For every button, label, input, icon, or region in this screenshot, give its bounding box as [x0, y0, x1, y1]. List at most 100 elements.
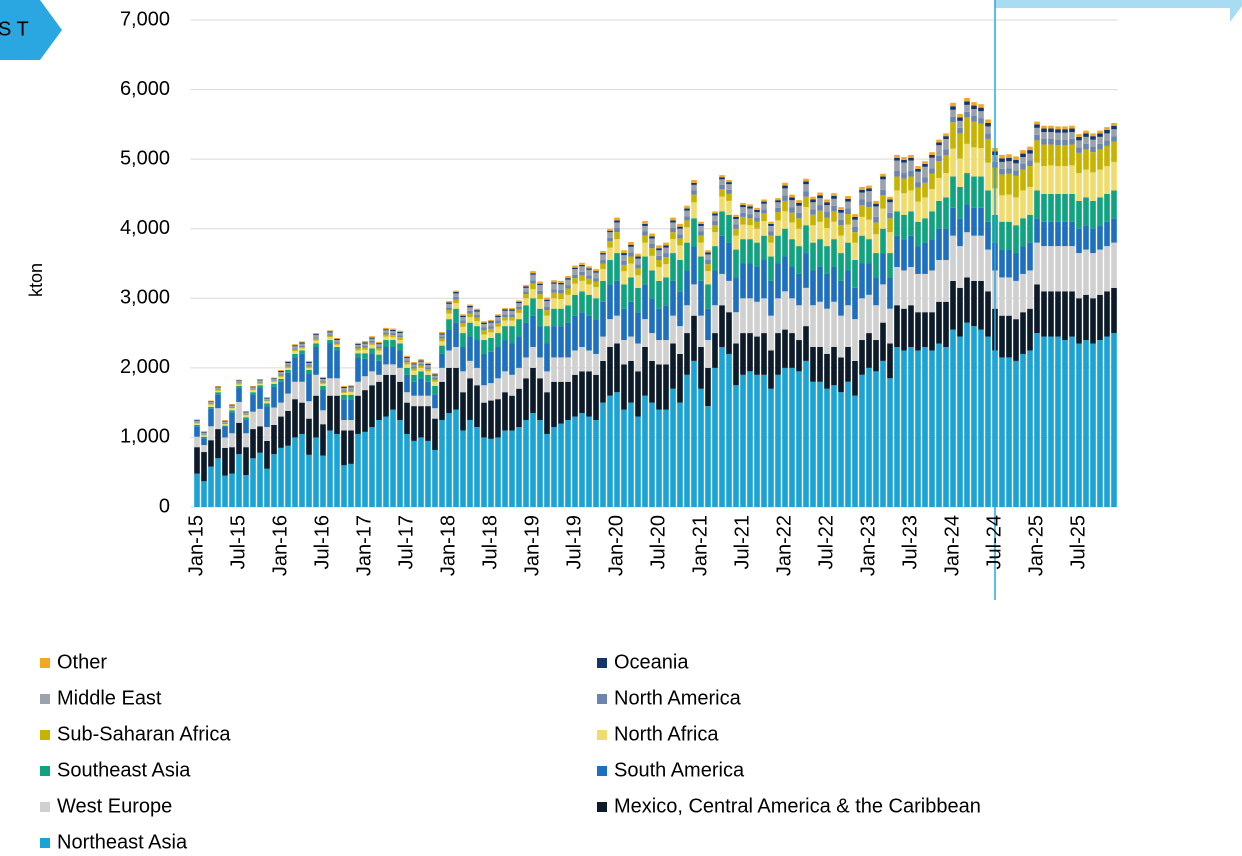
- legend-label: Mexico, Central America & the Caribbean: [614, 795, 981, 817]
- bar-segment: [649, 236, 655, 239]
- bar-segment: [334, 344, 340, 347]
- bar-segment: [362, 349, 368, 354]
- bar-segment: [782, 256, 788, 292]
- bar-segment: [369, 426, 375, 507]
- bar-segment: [586, 350, 592, 372]
- bar-segment: [495, 326, 501, 334]
- bar-segment: [327, 337, 333, 341]
- bar-segment: [985, 122, 991, 127]
- bar-segment: [915, 182, 921, 188]
- bar-segment: [411, 361, 417, 364]
- bar-segment: [852, 395, 858, 507]
- x-tick-label: Jul-25: [1067, 515, 1089, 569]
- bar-segment: [1048, 193, 1054, 222]
- bar-segment: [299, 346, 305, 349]
- bar-segment: [467, 305, 473, 308]
- bar-segment: [292, 381, 298, 400]
- bar-segment: [579, 262, 585, 265]
- bar-segment: [495, 378, 501, 400]
- bar-segment: [677, 234, 683, 239]
- bar-segment: [943, 260, 949, 302]
- bar-segment: [754, 209, 760, 213]
- bar-segment: [782, 188, 788, 196]
- bar-segment: [390, 330, 396, 334]
- bar-segment: [880, 228, 886, 254]
- bar-segment: [537, 308, 543, 327]
- bar-segment: [208, 403, 214, 405]
- bar-segment: [768, 235, 774, 243]
- bar-segment: [586, 278, 592, 285]
- bar-segment: [383, 346, 389, 365]
- bar-segment: [943, 138, 949, 150]
- bar-segment: [677, 226, 683, 229]
- bar-segment: [670, 315, 676, 344]
- bar-segment: [999, 315, 1005, 358]
- bar-segment: [978, 118, 984, 124]
- bar-segment: [1083, 294, 1089, 341]
- bar-segment: [677, 402, 683, 507]
- bar-segment: [894, 235, 900, 267]
- bar-segment: [355, 346, 361, 349]
- bar-segment: [194, 424, 200, 427]
- bar-segment: [201, 431, 207, 433]
- bar-segment: [194, 422, 200, 424]
- bar-segment: [383, 364, 389, 375]
- bar-segment: [747, 239, 753, 264]
- bar-segment: [439, 333, 445, 335]
- bar-segment: [327, 340, 333, 344]
- bar-segment: [649, 244, 655, 249]
- bar-segment: [551, 283, 557, 290]
- bar-segment: [292, 349, 298, 352]
- bar-segment: [222, 447, 228, 476]
- bar-segment: [817, 301, 823, 347]
- bar-segment: [824, 388, 830, 507]
- bar-segment: [306, 367, 312, 370]
- bar-segment: [614, 315, 620, 344]
- bar-segment: [1083, 340, 1089, 507]
- bar-segment: [747, 214, 753, 219]
- bar-segment: [838, 315, 844, 358]
- bar-segment: [278, 372, 284, 375]
- bar-segment: [250, 429, 256, 459]
- bar-segment: [656, 266, 662, 281]
- bar-segment: [593, 269, 599, 272]
- bar-segment: [236, 383, 242, 385]
- legend-label: Southeast Asia: [57, 759, 191, 781]
- bar-segment: [306, 360, 312, 362]
- bar-segment: [530, 273, 536, 275]
- bar-segment: [929, 312, 935, 351]
- bar-segment: [1069, 221, 1075, 247]
- bar-segment: [852, 214, 858, 217]
- bar-segment: [887, 277, 893, 309]
- bar-segment: [635, 371, 641, 417]
- bar-segment: [1041, 193, 1047, 222]
- bar-segment: [194, 447, 200, 474]
- bar-segment: [425, 364, 431, 366]
- bar-segment: [817, 195, 823, 199]
- bar-segment: [1034, 121, 1040, 125]
- bar-segment: [964, 111, 970, 118]
- bar-segment: [236, 382, 242, 384]
- bar-segment: [1020, 190, 1026, 219]
- bar-segment: [957, 133, 963, 159]
- bar-segment: [642, 346, 648, 396]
- bar-segment: [285, 365, 291, 367]
- bar-segment: [908, 154, 914, 158]
- bar-segment: [355, 357, 361, 382]
- bar-segment: [943, 133, 949, 137]
- bar-segment: [614, 232, 620, 240]
- bar-segment: [1013, 197, 1019, 226]
- bar-segment: [1090, 200, 1096, 229]
- bar-segment: [1034, 162, 1040, 191]
- bar-segment: [418, 395, 424, 407]
- bar-segment: [236, 388, 242, 402]
- bar-segment: [845, 208, 851, 215]
- bar-segment: [1069, 138, 1075, 145]
- bar-segment: [453, 322, 459, 347]
- bar-segment: [523, 291, 529, 295]
- bar-segment: [320, 381, 326, 383]
- bar-segment: [327, 331, 333, 333]
- bar-segment: [803, 191, 809, 197]
- bar-segment: [824, 202, 830, 206]
- bar-segment: [327, 343, 333, 379]
